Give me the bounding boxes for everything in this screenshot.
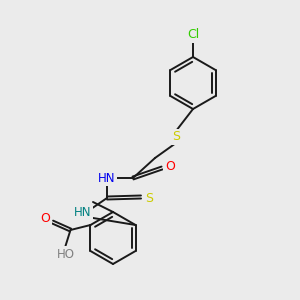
Text: O: O: [165, 160, 175, 172]
Text: HN: HN: [98, 172, 116, 184]
Text: Cl: Cl: [187, 28, 199, 41]
Text: S: S: [145, 193, 153, 206]
Text: HO: HO: [56, 248, 74, 260]
Text: S: S: [172, 130, 180, 143]
Text: HN: HN: [74, 206, 92, 220]
Text: O: O: [40, 212, 50, 226]
